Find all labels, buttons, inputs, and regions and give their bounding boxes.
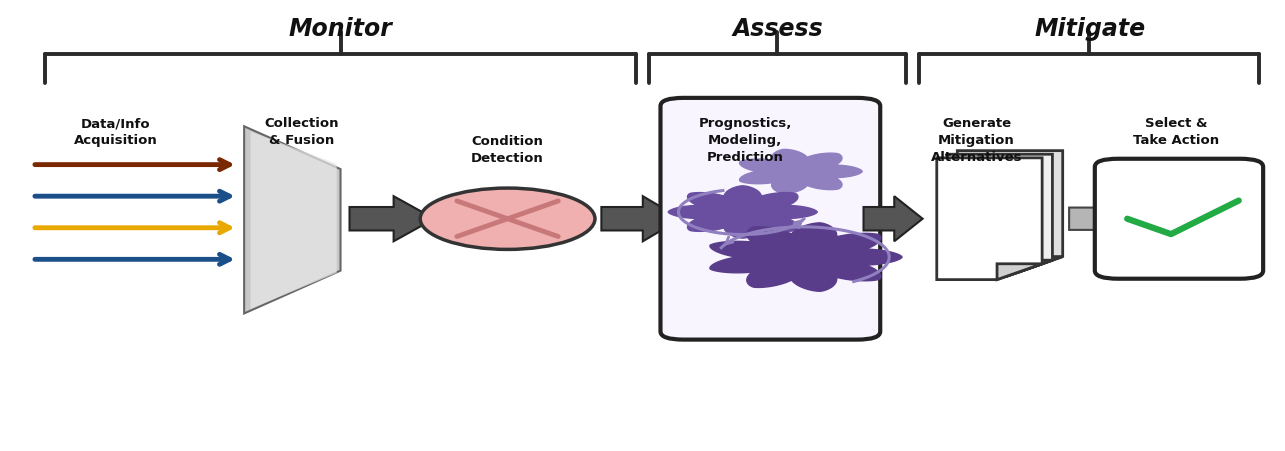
Text: Mitigate: Mitigate <box>1034 17 1145 41</box>
Polygon shape <box>864 196 923 241</box>
Polygon shape <box>601 196 681 241</box>
Text: Condition
Detection: Condition Detection <box>472 135 544 166</box>
Polygon shape <box>709 223 902 291</box>
FancyBboxPatch shape <box>660 98 880 340</box>
Polygon shape <box>957 151 1063 272</box>
Text: Assess: Assess <box>732 17 822 41</box>
Text: Generate
Mitigation
Alternatives: Generate Mitigation Alternatives <box>930 117 1023 164</box>
Polygon shape <box>997 264 1042 280</box>
Polygon shape <box>947 154 1052 276</box>
Polygon shape <box>1018 257 1063 272</box>
Polygon shape <box>1007 260 1052 276</box>
Polygon shape <box>251 132 337 309</box>
Text: Prognostics,
Modeling,
Prediction: Prognostics, Modeling, Prediction <box>699 117 792 164</box>
Text: Data/Info
Acquisition: Data/Info Acquisition <box>73 117 158 147</box>
Polygon shape <box>937 158 1042 280</box>
Polygon shape <box>668 186 817 238</box>
Polygon shape <box>1069 198 1115 239</box>
Text: Select &
Take Action: Select & Take Action <box>1132 117 1219 147</box>
Polygon shape <box>740 149 862 193</box>
Text: Monitor: Monitor <box>289 17 392 41</box>
Text: Collection
& Fusion: Collection & Fusion <box>265 117 339 147</box>
Circle shape <box>420 188 595 249</box>
Polygon shape <box>244 126 341 313</box>
Polygon shape <box>350 196 434 241</box>
FancyBboxPatch shape <box>1095 159 1263 279</box>
